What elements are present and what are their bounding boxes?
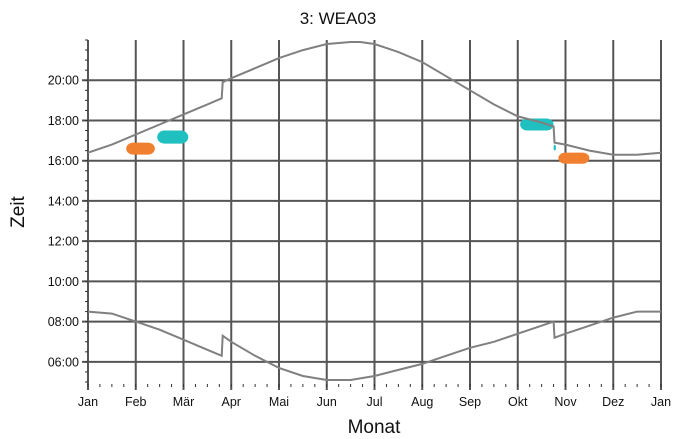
x-tick-label: Aug bbox=[411, 395, 433, 409]
orange-shadow-cluster bbox=[126, 142, 155, 155]
orange-shadow-cluster bbox=[558, 152, 590, 164]
cyan-shadow-cluster bbox=[520, 118, 554, 131]
x-tick-label: Jan bbox=[78, 395, 98, 409]
grid-lines bbox=[82, 40, 662, 390]
x-tick-label: Sep bbox=[459, 395, 481, 409]
x-tick-label: Apr bbox=[222, 395, 241, 409]
sun-curves bbox=[87, 41, 662, 381]
cyan-shadow-cluster bbox=[157, 130, 189, 144]
y-tick-label: 16:00 bbox=[48, 154, 79, 168]
cyan-shadow-cluster bbox=[553, 144, 556, 151]
x-tick-label: Jan bbox=[651, 395, 671, 409]
x-tick-label: Mär bbox=[173, 395, 195, 409]
y-tick-labels: 06:00 08:00 10:00 12:00 14:00 16:00 18:00 20:00 bbox=[48, 74, 79, 370]
x-tick-label: Mai bbox=[269, 395, 289, 409]
x-tick-labels: Jan Feb Mär Apr Mai Jun Jul Aug Sep Okt Nov Dez Jan bbox=[78, 395, 671, 409]
y-tick-label: 14:00 bbox=[48, 194, 79, 208]
shadow-clusters bbox=[126, 118, 590, 164]
chart-title: 3: WEA03 bbox=[300, 9, 377, 28]
y-axis-label: Zeit bbox=[8, 195, 29, 227]
y-tick-label: 10:00 bbox=[48, 275, 79, 289]
y-tick-label: 12:00 bbox=[48, 235, 79, 249]
x-axis-label: Monat bbox=[348, 417, 402, 438]
x-tick-label: Nov bbox=[554, 395, 577, 409]
y-tick-label: 20:00 bbox=[48, 74, 79, 88]
x-tick-label: Jul bbox=[367, 395, 383, 409]
y-tick-label: 06:00 bbox=[48, 355, 79, 369]
y-tick-label: 18:00 bbox=[48, 114, 79, 128]
x-tick-label: Feb bbox=[125, 395, 147, 409]
x-tick-label: Okt bbox=[508, 395, 528, 409]
y-tick-label: 08:00 bbox=[48, 315, 79, 329]
x-tick-label: Dez bbox=[602, 395, 624, 409]
sunset-curve bbox=[87, 41, 662, 156]
x-tick-label: Jun bbox=[317, 395, 337, 409]
minor-ticks bbox=[85, 39, 662, 387]
sunrise-curve bbox=[87, 310, 661, 381]
